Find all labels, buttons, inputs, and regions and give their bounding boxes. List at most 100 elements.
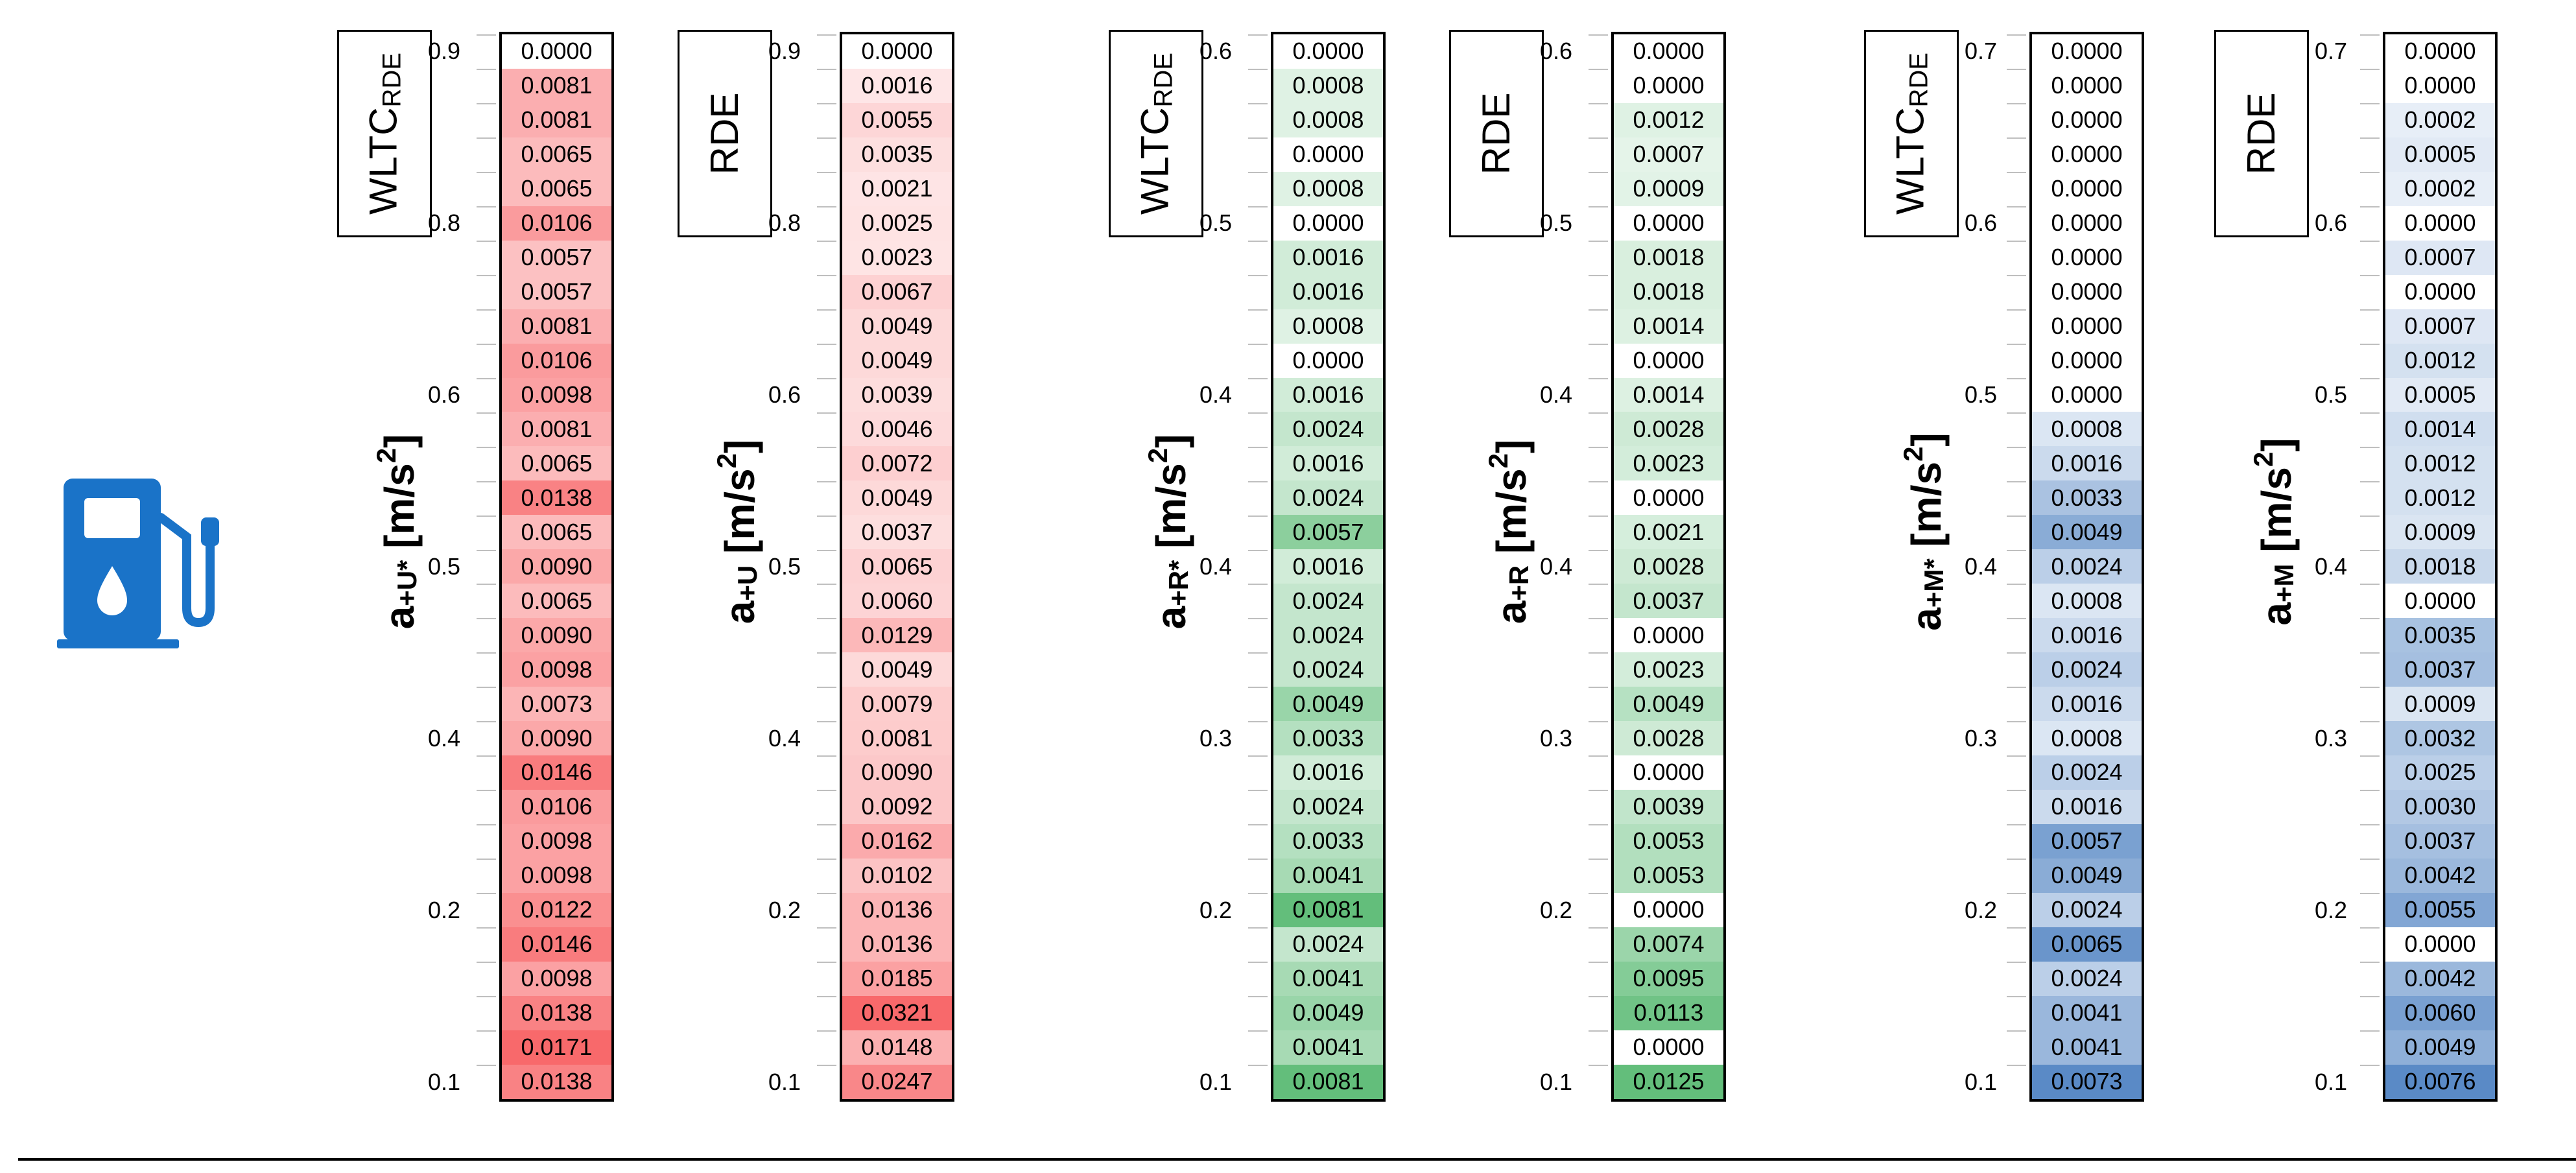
- cycle-label-box: RDE: [678, 30, 772, 237]
- y-tick-mark: [477, 755, 496, 757]
- value-cell: 0.0000: [1614, 1030, 1723, 1065]
- y-tick-mark: [477, 309, 496, 311]
- value-cell: 0.0016: [2032, 789, 2142, 824]
- y-axis-label-part-1: +M*: [1919, 558, 1949, 608]
- y-tick-mark: [1248, 68, 1268, 70]
- y-tick-mark: [2007, 893, 2026, 895]
- y-axis-label-part-1: +R*: [1163, 560, 1194, 606]
- y-tick-mark: [1248, 790, 1268, 792]
- cycle-name: RDE: [703, 92, 746, 175]
- value-cell: 0.0024: [1273, 789, 1383, 824]
- value-column: 0.0000 0.0000 0.0012 0.0007 0.0009 0.0000 0.00…: [1611, 32, 1726, 1102]
- y-tick-label: 0.1: [1964, 1068, 1997, 1095]
- value-cell: 0.0000: [2032, 137, 2142, 172]
- value-cell: 0.0072: [842, 446, 952, 481]
- y-tick-mark: [477, 377, 496, 379]
- value-cell: 0.0000: [2032, 102, 2142, 137]
- y-tick-mark: [1589, 790, 1608, 792]
- value-cell: 0.0000: [1614, 480, 1723, 515]
- y-tick-mark: [1248, 755, 1268, 757]
- value-column: 0.0000 0.0016 0.0055 0.0035 0.0021 0.0025 0.00…: [840, 32, 954, 1102]
- value-cell: 0.0074: [1614, 927, 1723, 962]
- y-tick-label: 0.4: [1199, 553, 1232, 580]
- value-cell: 0.0065: [842, 549, 952, 584]
- value-cell: 0.0000: [2032, 309, 2142, 344]
- y-tick-mark: [817, 102, 836, 104]
- y-tick-mark: [477, 343, 496, 345]
- value-cell: 0.0000: [1614, 892, 1723, 927]
- value-cell: 0.0035: [2385, 618, 2495, 653]
- value-cell: 0.0005: [2385, 377, 2495, 412]
- value-cell: 0.0018: [1614, 274, 1723, 309]
- value-cell: 0.0073: [502, 687, 611, 722]
- y-tick-mark: [1248, 962, 1268, 964]
- y-tick-mark: [2360, 274, 2380, 276]
- y-tick-mark: [477, 687, 496, 689]
- value-cell: 0.0008: [2032, 584, 2142, 619]
- y-tick-mark: [817, 171, 836, 173]
- y-tick-mark: [2360, 171, 2380, 173]
- value-cell: 0.0113: [1614, 995, 1723, 1030]
- y-tick-mark: [1248, 859, 1268, 860]
- y-tick-mark: [817, 893, 836, 895]
- value-cell: 0.0000: [2032, 68, 2142, 103]
- value-cell: 0.0049: [842, 652, 952, 687]
- value-cell: 0.0002: [2385, 102, 2495, 137]
- y-tick-mark: [2007, 515, 2026, 517]
- y-tick-mark: [477, 412, 496, 414]
- y-tick-mark: [1589, 618, 1608, 620]
- y-tick-mark: [2360, 446, 2380, 448]
- value-cell: 0.0008: [1273, 171, 1383, 206]
- y-tick-label: 0.5: [1964, 381, 1997, 409]
- cycle-name: WLTC: [361, 107, 405, 215]
- y-tick-mark: [477, 996, 496, 998]
- y-tick-mark: [1589, 755, 1608, 757]
- value-cell: 0.0000: [842, 34, 952, 69]
- value-cell: 0.0033: [1273, 721, 1383, 756]
- y-tick-mark: [477, 102, 496, 104]
- value-cell: 0.0146: [502, 755, 611, 790]
- value-cell: 0.0037: [842, 515, 952, 550]
- value-cell: 0.0016: [1273, 549, 1383, 584]
- y-tick-label: 0.4: [427, 724, 460, 752]
- y-tick-mark: [477, 584, 496, 586]
- y-tick-label: 0.1: [1199, 1068, 1232, 1095]
- y-tick-mark: [477, 446, 496, 448]
- chart-panel-6: RDE a+M [m/s2] 0.7 0.6 0.5 0.4 0.3 0.2 0.1 0.0000…: [2214, 0, 2576, 1173]
- value-cell: 0.0136: [842, 927, 952, 962]
- y-tick-mark: [817, 240, 836, 242]
- y-tick-mark: [477, 515, 496, 517]
- value-cell: 0.0002: [2385, 171, 2495, 206]
- y-tick-label: 0.6: [2314, 209, 2347, 237]
- y-tick-mark: [1589, 893, 1608, 895]
- value-cell: 0.0049: [2032, 515, 2142, 550]
- value-cell: 0.0148: [842, 1030, 952, 1065]
- y-axis-label: a+M* [m/s2]: [1898, 432, 1950, 631]
- value-cell: 0.0090: [502, 721, 611, 756]
- value-cell: 0.0000: [2032, 240, 2142, 275]
- value-cell: 0.0049: [2385, 1030, 2495, 1065]
- value-cell: 0.0090: [502, 618, 611, 653]
- value-cell: 0.0098: [502, 858, 611, 893]
- cycle-label: RDE: [2239, 93, 2283, 175]
- value-cell: 0.0000: [502, 34, 611, 69]
- value-cell: 0.0041: [1273, 858, 1383, 893]
- y-tick-label: 0.5: [1539, 209, 1572, 237]
- y-tick-mark: [2007, 652, 2026, 654]
- y-tick-mark: [817, 206, 836, 207]
- y-tick-mark: [2007, 34, 2026, 36]
- value-cell: 0.0000: [1273, 137, 1383, 172]
- value-cell: 0.0073: [2032, 1064, 2142, 1099]
- y-tick-mark: [2007, 927, 2026, 929]
- y-tick-mark: [1589, 721, 1608, 723]
- value-cell: 0.0092: [842, 789, 952, 824]
- y-tick-mark: [2360, 652, 2380, 654]
- value-cell: 0.0014: [1614, 377, 1723, 412]
- value-cell: 0.0012: [2385, 343, 2495, 378]
- y-tick-mark: [2007, 1030, 2026, 1032]
- value-cell: 0.0008: [2032, 721, 2142, 756]
- y-tick-mark: [1589, 824, 1608, 826]
- y-tick-mark: [2360, 102, 2380, 104]
- y-tick-mark: [2007, 962, 2026, 964]
- value-cell: 0.0000: [2385, 584, 2495, 619]
